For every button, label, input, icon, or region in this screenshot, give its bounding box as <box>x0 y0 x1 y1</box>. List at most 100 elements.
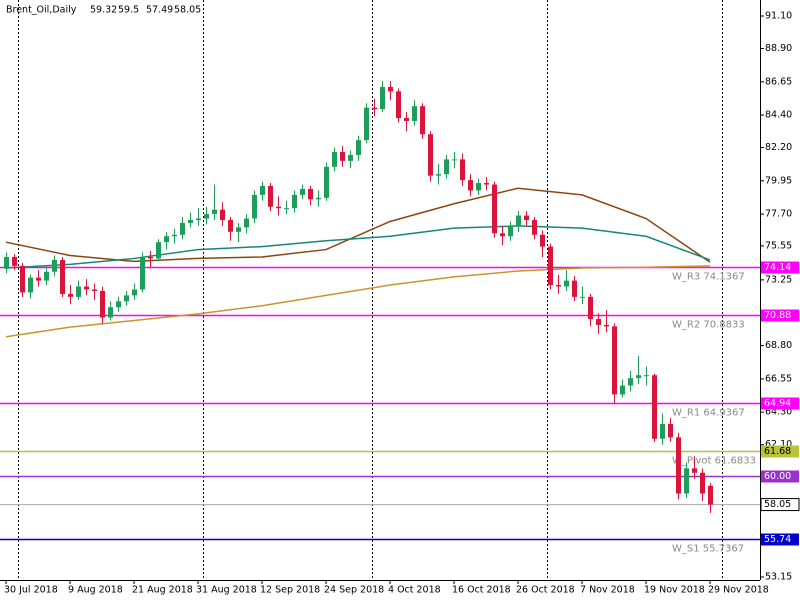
candle-body <box>292 194 297 209</box>
candle-body <box>436 174 441 176</box>
candle-body <box>612 326 617 395</box>
candle-body <box>708 485 713 505</box>
candle-body <box>404 118 409 121</box>
y-tick-label: 91.10 <box>765 11 792 22</box>
x-tick-label: 24 Sep 2018 <box>324 585 384 596</box>
candle-body <box>36 277 41 281</box>
level-label: W_S1 55.7367 <box>672 544 744 555</box>
candle-body <box>348 154 353 161</box>
candle-body <box>276 206 281 209</box>
candle-body <box>524 215 529 220</box>
moving-average <box>5 265 711 338</box>
axes: 53.15 62.10 64.30 66.55 68.80 73.25 75.55 77.70… <box>4 11 800 596</box>
candle-body <box>92 289 97 291</box>
candle-body <box>516 215 521 226</box>
candle-body <box>388 86 393 92</box>
price-tag <box>761 397 799 410</box>
candle-body <box>196 218 201 220</box>
candle-body <box>412 106 417 121</box>
candle-body <box>564 280 569 287</box>
candle-body <box>660 424 665 439</box>
y-tick-label: 73.25 <box>765 274 792 285</box>
current-price-label: 58.05 <box>764 499 791 510</box>
candle-body <box>172 234 177 237</box>
candle-body <box>484 183 489 185</box>
candle-body <box>460 159 465 181</box>
candle-body <box>156 242 161 259</box>
candle-body <box>116 301 121 308</box>
y-tick-label: 64.30 <box>765 407 792 418</box>
ohlc-high: 59.5 <box>118 5 139 16</box>
y-tick-label: 82.20 <box>765 142 792 153</box>
y-tick-label: 86.65 <box>765 76 792 87</box>
candle-body <box>492 184 497 234</box>
candle-body <box>68 293 73 297</box>
price-tag <box>761 261 799 274</box>
candle-body <box>164 236 169 243</box>
candle-body <box>84 286 89 290</box>
y-tick-label: 77.70 <box>765 209 792 220</box>
candle-body <box>44 271 49 281</box>
candle-body <box>108 307 113 318</box>
x-tick-label: 29 Nov 2018 <box>708 585 769 596</box>
candle-body <box>124 295 129 302</box>
candle-body <box>572 280 577 297</box>
candle-body <box>548 246 553 286</box>
candle-body <box>604 324 609 327</box>
x-tick-label: 16 Oct 2018 <box>452 585 511 596</box>
candle-body <box>684 468 689 494</box>
candle-body <box>268 186 273 207</box>
candle-body <box>12 256 17 266</box>
current-price-tag <box>760 498 800 512</box>
candle-body <box>420 106 425 135</box>
x-tick-label: 4 Oct 2018 <box>388 585 441 596</box>
candle-body <box>500 233 505 237</box>
candle-body <box>700 472 705 494</box>
candle-body <box>644 375 649 377</box>
candle-body <box>364 107 369 141</box>
y-tick-label: 62.10 <box>765 439 792 450</box>
candle-body <box>452 159 457 161</box>
price-tag-label: 55.74 <box>764 534 791 545</box>
ohlc-close: 58.05 <box>174 5 201 16</box>
candle-body <box>260 186 265 195</box>
candle-body <box>508 225 513 237</box>
candle-body <box>532 220 537 235</box>
x-tick-label: 31 Aug 2018 <box>196 585 257 596</box>
price-tag-label: 60.00 <box>764 471 791 482</box>
x-tick-label: 7 Nov 2018 <box>580 585 635 596</box>
y-tick-label: 84.40 <box>765 110 792 121</box>
candle-body <box>692 468 697 473</box>
candle-body <box>76 286 81 297</box>
candle-body <box>372 107 377 110</box>
level-label: W_Pivot 61.6833 <box>672 456 756 467</box>
moving-average <box>5 225 711 269</box>
candle-body <box>652 375 657 439</box>
price-tag-label: 64.94 <box>764 398 791 409</box>
candle-body <box>356 140 361 155</box>
candle-body <box>340 152 345 161</box>
candle-body <box>468 180 473 191</box>
x-tick-label: 21 Aug 2018 <box>132 585 193 596</box>
candle-body <box>212 209 217 215</box>
candle-body <box>228 220 233 232</box>
candle-body <box>140 256 145 290</box>
candle-body <box>20 265 25 293</box>
candle-body <box>60 259 65 294</box>
level-label: W_R1 64.9367 <box>672 408 745 419</box>
ohlc-open: 59.32 <box>90 5 117 16</box>
x-tick-label: 30 Jul 2018 <box>4 585 58 596</box>
candle-body <box>588 296 593 320</box>
candle-body <box>540 234 545 247</box>
candle-body <box>252 194 257 219</box>
candle-body <box>556 285 561 287</box>
price-tag-label: 74.14 <box>764 262 791 273</box>
candle-body <box>100 290 105 318</box>
y-tick-label: 68.80 <box>765 340 792 351</box>
candle-body <box>324 166 329 198</box>
price-tag <box>761 309 799 322</box>
y-tick-label: 88.90 <box>765 43 792 54</box>
candle-body <box>628 378 633 386</box>
